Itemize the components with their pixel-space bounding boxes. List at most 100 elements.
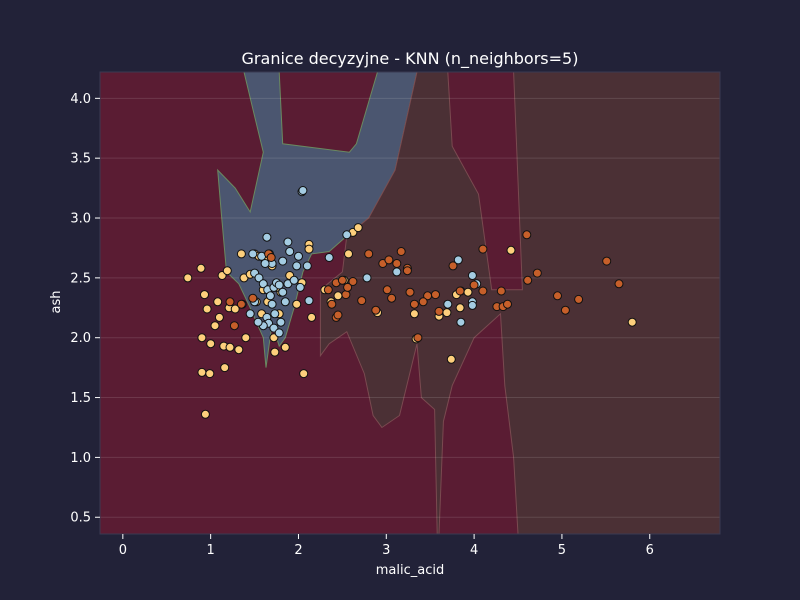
data-points bbox=[183, 186, 637, 419]
point-class_1-20 bbox=[280, 297, 290, 307]
point-class_1-19 bbox=[278, 287, 288, 297]
point-class_2-29 bbox=[469, 280, 479, 290]
point-class_2-44 bbox=[413, 333, 423, 343]
y-tick-label-2: 1.5 bbox=[70, 391, 91, 406]
point-class_2-35 bbox=[503, 299, 512, 309]
point-class_1-26 bbox=[270, 309, 280, 319]
point-class_2-43 bbox=[614, 279, 624, 289]
x-axis-ticks: 0 1 2 3 4 5 6 bbox=[119, 534, 654, 558]
point-class_0-57 bbox=[344, 249, 353, 259]
point-class_0-8 bbox=[214, 312, 224, 322]
point-class_1-1 bbox=[298, 186, 308, 195]
point-class_2-48 bbox=[225, 297, 235, 307]
point-class_1-6 bbox=[278, 256, 288, 266]
point-class_0-14 bbox=[230, 304, 240, 314]
point-class_1-41 bbox=[392, 267, 402, 277]
point-class_2-25 bbox=[431, 290, 440, 300]
point-class_0-54 bbox=[446, 354, 456, 364]
point-class_2-46 bbox=[343, 282, 353, 292]
point-class_2-40 bbox=[560, 305, 570, 315]
point-class_0-6 bbox=[213, 297, 223, 307]
point-class_1-42 bbox=[453, 255, 463, 265]
y-tick-label-7: 4.0 bbox=[70, 92, 91, 107]
point-class_1-38 bbox=[324, 253, 334, 262]
point-class_1-2 bbox=[262, 232, 272, 242]
point-class_0-42 bbox=[197, 367, 207, 377]
y-axis-label: ash bbox=[49, 291, 64, 314]
point-class_1-18 bbox=[274, 280, 284, 290]
point-class_2-20 bbox=[387, 293, 397, 303]
x-tick-label-4: 4 bbox=[470, 543, 478, 558]
y-tick-label-4: 2.5 bbox=[70, 271, 91, 286]
point-class_1-15 bbox=[265, 291, 275, 301]
point-class_2-4 bbox=[323, 285, 333, 295]
point-class_1-5 bbox=[294, 251, 303, 261]
point-class_1-37 bbox=[304, 296, 314, 306]
point-class_2-22 bbox=[409, 299, 419, 309]
point-class_1-47 bbox=[467, 300, 477, 310]
point-class_0-44 bbox=[220, 363, 230, 373]
point-class_2-28 bbox=[455, 286, 465, 296]
point-class_0-15 bbox=[234, 345, 244, 355]
point-class_0-32 bbox=[280, 342, 290, 352]
point-class_2-49 bbox=[333, 310, 343, 320]
point-class_2-18 bbox=[402, 266, 412, 276]
point-class_0-51 bbox=[463, 287, 473, 297]
x-tick-label-1: 1 bbox=[207, 543, 215, 558]
point-class_2-30 bbox=[478, 244, 488, 254]
point-class_0-38 bbox=[307, 312, 317, 322]
point-class_0-48 bbox=[442, 308, 452, 318]
point-class_0-0 bbox=[183, 273, 193, 283]
point-class_0-5 bbox=[202, 304, 212, 314]
point-class_2-38 bbox=[532, 268, 542, 278]
y-tick-label-0: 0.5 bbox=[70, 511, 91, 526]
point-class_1-34 bbox=[245, 309, 255, 319]
point-class_2-12 bbox=[371, 305, 381, 315]
point-class_2-16 bbox=[396, 247, 406, 256]
point-class_1-36 bbox=[302, 261, 312, 271]
point-class_1-43 bbox=[467, 271, 477, 280]
axes-frame bbox=[99, 71, 721, 535]
point-class_1-23 bbox=[292, 261, 302, 271]
point-class_0-3 bbox=[197, 333, 207, 343]
point-class_2-9 bbox=[348, 277, 358, 286]
point-class_0-37 bbox=[304, 244, 314, 254]
point-class_0-53 bbox=[506, 245, 516, 255]
point-class_0-39 bbox=[299, 369, 309, 379]
point-class_0-16 bbox=[236, 249, 246, 259]
point-class_2-7 bbox=[337, 275, 347, 285]
y-tick-label-6: 3.5 bbox=[70, 152, 91, 167]
point-class_2-41 bbox=[574, 294, 584, 304]
point-class_2-21 bbox=[405, 287, 415, 297]
x-tick-label-0: 0 bbox=[119, 543, 127, 558]
point-class_1-22 bbox=[289, 275, 299, 285]
point-class_2-10 bbox=[357, 296, 367, 306]
point-class_1-39 bbox=[342, 230, 352, 240]
point-class_2-0 bbox=[236, 299, 246, 309]
point-class_0-45 bbox=[200, 409, 210, 419]
point-class_0-50 bbox=[455, 303, 465, 313]
point-class_0-4 bbox=[206, 339, 216, 349]
x-axis-label: malic_acid bbox=[376, 563, 444, 578]
point-class_2-15 bbox=[392, 259, 402, 268]
point-class_0-29 bbox=[270, 347, 280, 357]
point-class_0-55 bbox=[409, 309, 419, 319]
point-class_2-27 bbox=[448, 261, 458, 271]
y-tick-label-3: 2.0 bbox=[70, 331, 91, 346]
point-class_2-3 bbox=[266, 253, 276, 262]
point-class_0-10 bbox=[222, 266, 232, 276]
point-class_1-30 bbox=[274, 328, 284, 338]
point-class_0-7 bbox=[210, 321, 220, 331]
point-class_1-13 bbox=[258, 279, 268, 289]
point-class_2-5 bbox=[327, 299, 337, 309]
point-class_1-49 bbox=[276, 317, 286, 327]
point-class_0-18 bbox=[241, 333, 251, 343]
point-class_2-26 bbox=[434, 306, 444, 316]
point-class_2-31 bbox=[478, 286, 488, 296]
point-class_2-42 bbox=[602, 256, 612, 266]
point-class_1-24 bbox=[295, 282, 305, 292]
point-class_2-1 bbox=[248, 293, 258, 303]
x-tick-label-5: 5 bbox=[558, 543, 566, 558]
point-class_0-43 bbox=[205, 369, 215, 379]
